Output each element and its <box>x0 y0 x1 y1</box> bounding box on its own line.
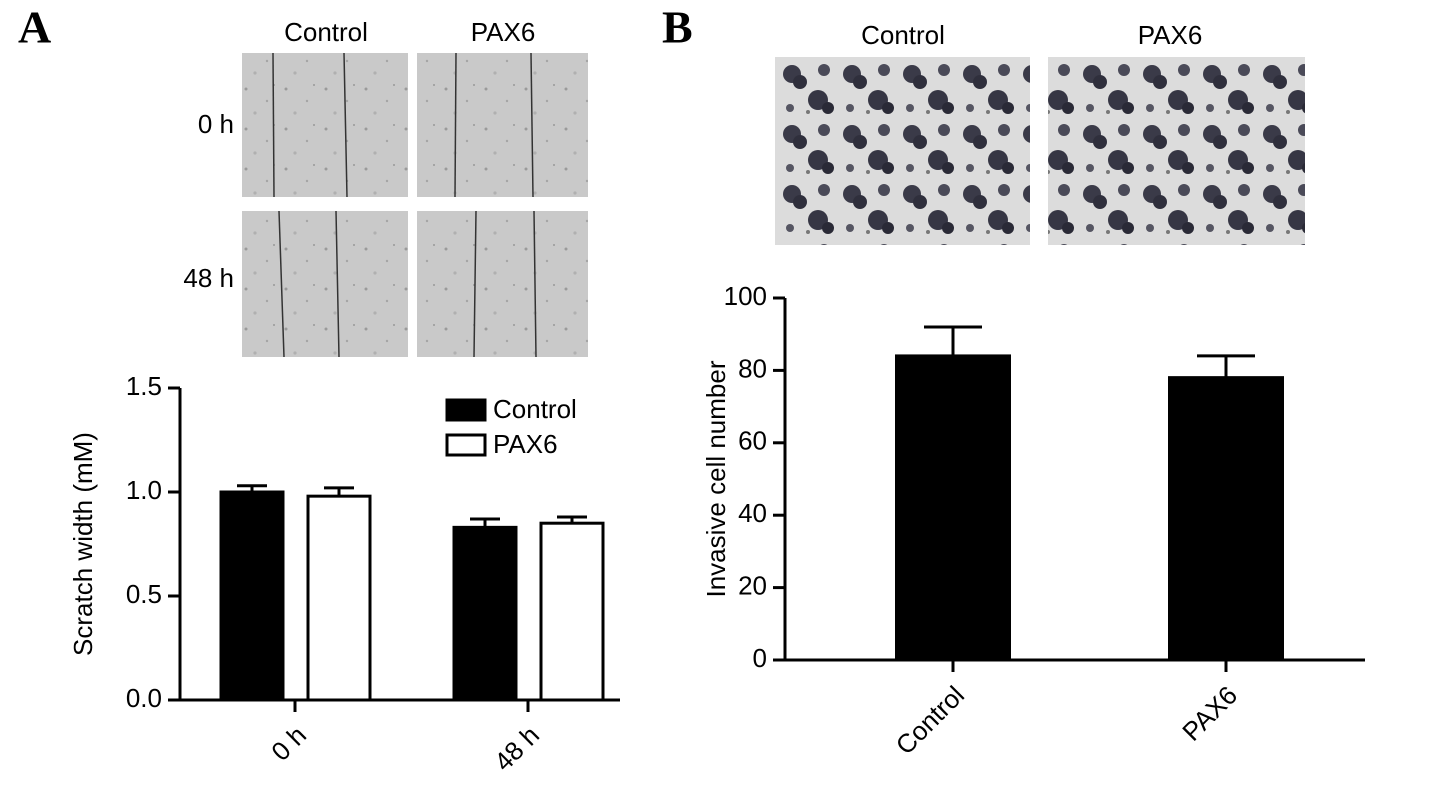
y-tick-label: 0 <box>753 643 767 673</box>
y-tick-label: 0.5 <box>126 579 162 609</box>
y-tick-label: 40 <box>738 498 767 528</box>
legend-swatch <box>445 398 487 422</box>
micrograph <box>1048 57 1305 245</box>
y-tick-label: 20 <box>738 570 767 600</box>
panel-label: A <box>18 2 51 53</box>
x-tick-label: 48 h <box>488 720 545 777</box>
x-tick-label: PAX6 <box>1176 680 1243 747</box>
y-tick-label: 0.0 <box>126 683 162 713</box>
legend-label: Control <box>493 394 577 424</box>
bar <box>1168 376 1284 662</box>
legend-label: PAX6 <box>493 429 558 459</box>
bar <box>306 494 372 702</box>
micrograph <box>417 52 588 198</box>
micrograph <box>242 52 408 198</box>
y-tick-label: 100 <box>724 281 767 311</box>
panel-label: B <box>662 2 693 53</box>
bar <box>219 490 285 702</box>
y-axis-label: Invasive cell number <box>701 360 731 597</box>
image-column-label: Control <box>861 20 945 50</box>
image-column-label: PAX6 <box>1138 20 1203 50</box>
image-column-label: Control <box>284 17 368 47</box>
y-tick-label: 60 <box>738 426 767 456</box>
image-column-label: PAX6 <box>471 17 536 47</box>
y-axis-label: Scratch width (mM) <box>68 432 98 656</box>
bar <box>539 521 605 702</box>
y-tick-label: 1.5 <box>126 371 162 401</box>
micrograph <box>775 57 1030 245</box>
bar <box>452 525 518 702</box>
bar <box>895 354 1011 662</box>
y-tick-label: 1.0 <box>126 475 162 505</box>
micrograph <box>242 210 408 358</box>
y-tick-label: 80 <box>738 353 767 383</box>
image-row-label: 0 h <box>198 109 234 139</box>
micrograph <box>417 210 588 358</box>
x-tick-label: Control <box>890 680 970 760</box>
image-row-label: 48 h <box>183 263 234 293</box>
legend-swatch <box>445 433 487 457</box>
x-tick-label: 0 h <box>265 720 312 767</box>
